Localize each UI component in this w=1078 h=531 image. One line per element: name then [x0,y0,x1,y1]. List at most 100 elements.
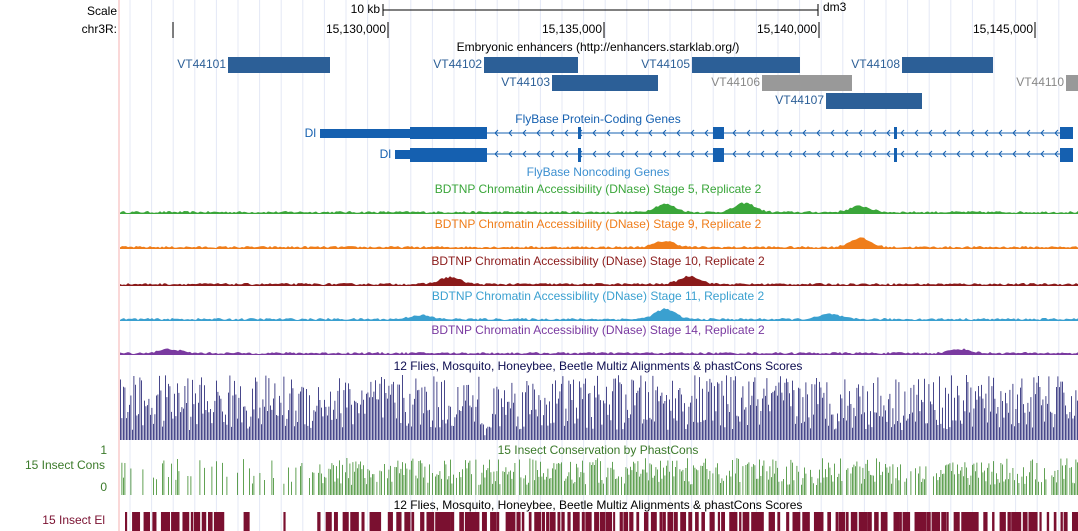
enhancer [552,75,658,91]
strand-arrow [900,150,905,158]
conserved-element [171,512,177,531]
strand-arrow [606,150,611,158]
strand-arrow [1012,129,1017,137]
strand-arrow [592,150,597,158]
gene-label: Dl [380,147,391,161]
gene-exon [1060,127,1073,139]
signal [120,275,1078,286]
strand-arrow [732,129,737,137]
conserved-element [880,512,886,531]
conserved-element [342,512,349,531]
strand-arrow [802,150,807,158]
conserved-element [1060,512,1063,531]
conserved-element [721,512,726,531]
conserved-element [874,512,879,531]
strand-arrow [494,150,499,158]
gene-exon [894,148,897,162]
conserved-element [717,512,721,531]
conserved-element [1015,512,1022,531]
enhancer [1066,75,1078,91]
conserved-element [373,512,381,531]
conserved-element [152,512,157,531]
conserved-element [143,512,151,531]
track-title: 12 Flies, Mosquito, Honeybee, Beetle Mul… [394,498,803,512]
strand-arrow [676,150,681,158]
conserved-element [931,512,937,531]
strand-arrow [760,129,765,137]
conserved-element [858,512,863,531]
conserved-element [667,512,674,531]
conserved-element [165,512,171,531]
enhancer-label: VT44106 [711,75,760,89]
conserved-element [190,512,194,531]
conserved-element [919,512,927,531]
conserved-element [761,512,764,531]
strand-arrow [704,150,709,158]
conserved-element [325,512,332,531]
conserved-element [650,512,657,531]
strand-arrow [1040,129,1045,137]
strand-arrow [648,150,653,158]
conserved-element [1007,512,1011,531]
conserved-element [361,512,365,531]
conserved-element [546,512,550,531]
strand-arrow [928,150,933,158]
conserved-element [420,512,425,531]
gene-utr [395,150,410,159]
conserved-element [796,512,801,531]
conserved-element [581,512,585,531]
conserved-element [516,512,521,531]
conserved-element [528,512,532,531]
gene-exon [578,148,581,162]
conserved-element [459,512,464,531]
gene-exon [410,148,487,162]
conserved-element [213,512,221,531]
enhancer [484,57,578,73]
ruler-label: 15,130,000 [326,22,386,36]
strand-arrow [942,129,947,137]
conserved-element [605,512,613,531]
conserved-element [435,512,442,531]
track-title: BDTNP Chromatin Accessibility (DNase) St… [435,182,762,196]
conserved-element [549,512,556,531]
gene-exon [713,127,724,139]
axis-label: 1 [100,443,107,457]
strand-arrow [690,129,695,137]
conserved-element [827,512,832,531]
conserved-element [850,512,858,531]
enhancer [228,57,330,73]
gene-utr [320,129,410,138]
strand-arrow [634,129,639,137]
enhancer-label: VT44107 [775,93,824,107]
conserved-element [613,512,616,531]
conserved-element [438,512,445,531]
gene-exon [713,148,724,162]
strand-arrow [900,129,905,137]
track-title: FlyBase Protein-Coding Genes [515,112,680,126]
gene-exon [1060,148,1073,162]
strand-arrow [858,150,863,158]
conserved-element [137,512,141,531]
conserved-element [430,512,435,531]
conserved-element [974,512,979,531]
conserved-element [426,512,433,531]
conserved-element [317,512,321,531]
conserved-element [1053,512,1057,531]
conserved-element [941,512,947,531]
enhancer-label: VT44110 [1016,75,1064,89]
strand-arrow [536,129,541,137]
conserved-element [739,512,742,531]
conserved-element [572,512,579,531]
strand-arrow [522,150,527,158]
strand-arrow [620,150,625,158]
conserved-element [1071,512,1078,531]
conserved-element [1039,512,1042,531]
track-title: 12 Flies, Mosquito, Honeybee, Beetle Mul… [394,359,803,373]
conserved-element [623,512,629,531]
conserved-element [629,512,634,531]
conserved-element [755,512,762,531]
conserved-element [806,512,810,531]
conserved-element [160,512,167,531]
conserved-element [688,512,693,531]
strand-arrow [858,129,863,137]
